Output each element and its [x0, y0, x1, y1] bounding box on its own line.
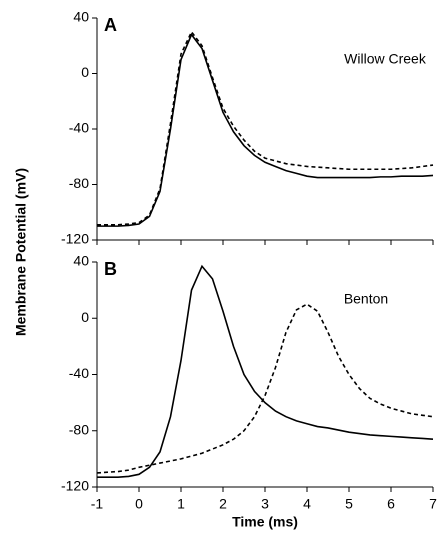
y-axis-label: Membrane Potential (mV) — [13, 168, 29, 336]
line-series — [97, 30, 434, 226]
y-tick-label: -120 — [61, 478, 89, 494]
x-tick-label: -1 — [91, 496, 104, 512]
x-tick-label: 4 — [303, 496, 311, 512]
y-tick-label: -80 — [69, 175, 89, 191]
y-tick-label: 0 — [81, 64, 89, 80]
panel-label: B — [104, 259, 117, 279]
x-tick-label: 7 — [429, 496, 437, 512]
line-series — [96, 303, 434, 474]
panel-label: A — [104, 15, 117, 35]
x-axis-label: Time (ms) — [232, 514, 298, 530]
x-tick-label: 5 — [345, 496, 353, 512]
y-tick-label: 0 — [81, 309, 89, 325]
y-tick-label: -40 — [69, 365, 89, 381]
annotation: Benton — [344, 291, 388, 307]
line-series — [97, 264, 434, 478]
x-tick-label: 6 — [387, 496, 395, 512]
x-tick-label: 3 — [261, 496, 269, 512]
y-tick-label: 40 — [73, 9, 89, 25]
y-tick-label: -120 — [61, 231, 89, 247]
x-tick-label: 0 — [135, 496, 143, 512]
x-tick-label: 1 — [177, 496, 185, 512]
y-tick-label: 40 — [73, 253, 89, 269]
y-tick-label: -40 — [69, 120, 89, 136]
annotation: Willow Creek — [344, 51, 427, 67]
x-tick-label: 2 — [219, 496, 227, 512]
line-series — [97, 33, 434, 227]
y-tick-label: -80 — [69, 421, 89, 437]
